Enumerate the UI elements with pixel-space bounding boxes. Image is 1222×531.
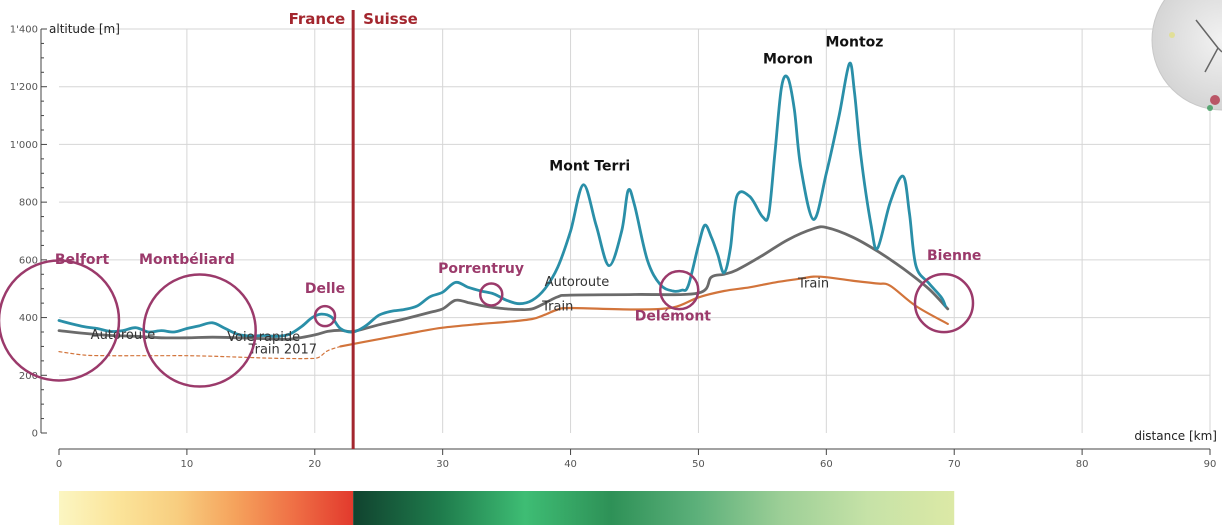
city-marker (0, 259, 121, 382)
route-label: Autoroute (545, 275, 610, 290)
y-tick-label: 1'000 (10, 140, 38, 151)
cities-layer: Belfort Montbéliard Delle Porrentruy Delémon… (0, 248, 981, 388)
route-label: Train (541, 299, 573, 314)
y-tick-label: 200 (19, 371, 38, 382)
x-tick-label: 40 (564, 459, 577, 470)
x-tick-label: 0 (56, 459, 62, 470)
series-line-autoroute (57, 225, 950, 341)
gradient-bar (59, 491, 955, 525)
city-label: Montbéliard (139, 252, 235, 268)
axes: 0 10 20 30 40 50 60 70 80 90 0 200 400 600 800 1'000 1'2… (10, 22, 1217, 470)
peak-label: Moron (763, 52, 813, 68)
gradient-bar-france (59, 491, 354, 525)
route-label: Autoroute (91, 328, 156, 343)
border-layer: France Suisse (289, 10, 418, 449)
y-tick-label: 1'200 (10, 82, 38, 93)
x-tick-label: 80 (1076, 459, 1089, 470)
city-label: Bienne (927, 248, 981, 264)
series-line-terrain (57, 61, 947, 338)
city-label: Belfort (55, 252, 110, 268)
route-label: Train (797, 276, 829, 291)
map-thumbnail[interactable] (1151, 0, 1222, 111)
peak-label: Montoz (825, 34, 883, 50)
city-marker (313, 304, 337, 328)
y-axis-title: altitude [m] (49, 22, 120, 36)
city-label: Porrentruy (438, 261, 524, 277)
x-tick-label: 70 (948, 459, 961, 470)
city-marker (142, 273, 257, 388)
city-label: Delle (305, 281, 345, 297)
y-tick-label: 0 (32, 429, 38, 440)
x-tick-label: 90 (1204, 459, 1217, 470)
gradient-bar-suisse (353, 491, 955, 525)
x-tick-label: 50 (692, 459, 705, 470)
y-tick-label: 400 (19, 313, 38, 324)
y-tick-label: 800 (19, 198, 38, 209)
x-tick-label: 60 (820, 459, 833, 470)
route-label: Train 2017 (248, 343, 317, 358)
city-label: Delémont (635, 308, 712, 324)
route-label: Voie rapide (227, 330, 300, 345)
border-label-suisse: Suisse (363, 10, 418, 28)
x-tick-label: 10 (181, 459, 194, 470)
series-line-train (339, 275, 949, 348)
y-tick-label: 1'400 (10, 25, 38, 36)
series-line-train2017 (58, 345, 341, 360)
series-layer (57, 61, 950, 360)
city-marker (479, 282, 504, 307)
peak-label: Mont Terri (549, 158, 630, 174)
x-axis-title: distance [km] (1134, 429, 1217, 443)
city-marker (913, 272, 975, 334)
city-marker (659, 269, 700, 311)
grid (59, 28, 1211, 433)
border-label-france: France (289, 10, 346, 28)
x-tick-label: 30 (436, 459, 449, 470)
x-tick-label: 20 (308, 459, 321, 470)
y-tick-label: 600 (19, 255, 38, 266)
